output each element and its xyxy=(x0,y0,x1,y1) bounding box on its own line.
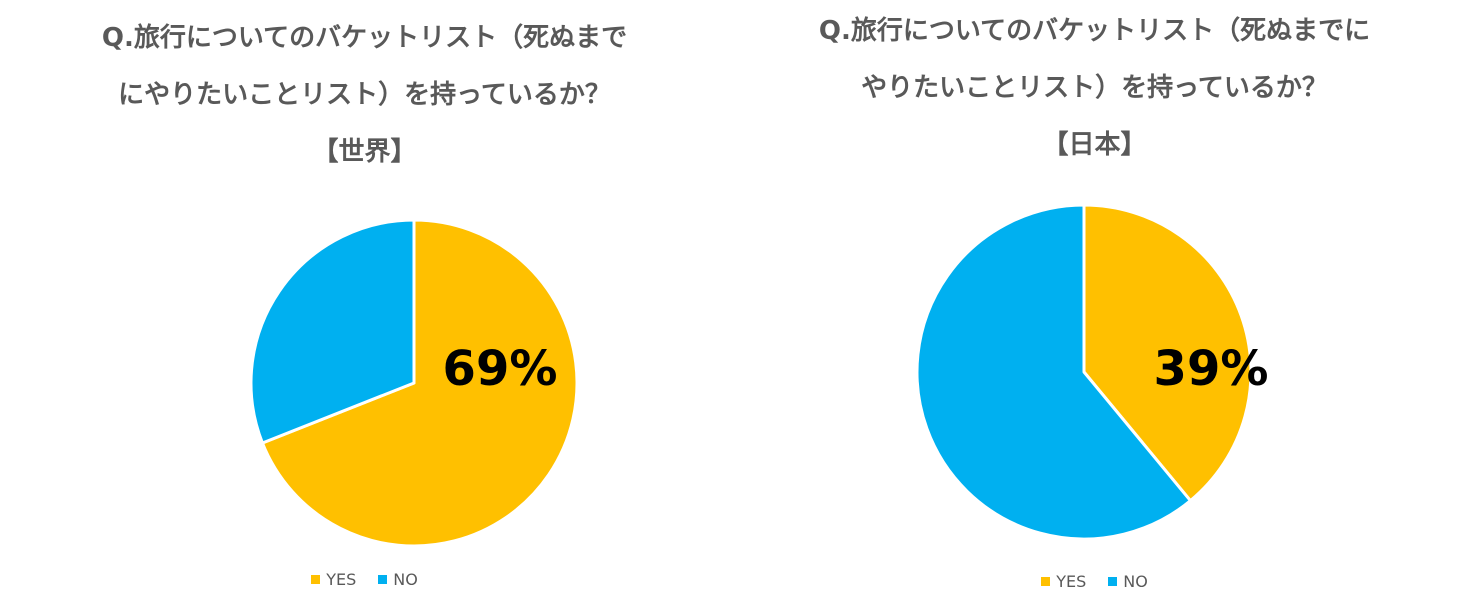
legend-item-yes: YES xyxy=(1041,572,1086,591)
chart-title-line-1: Q.旅行についてのバケットリスト（死ぬまで xyxy=(101,23,628,53)
chart-title-line-3: 【日本】 xyxy=(1042,130,1147,160)
legend: YES NO xyxy=(0,570,729,589)
legend-item-no: NO xyxy=(378,570,418,589)
legend-label-no: NO xyxy=(393,570,418,589)
chart-title: Q.旅行についてのバケットリスト（死ぬまで にやりたいことリスト）を持っているか… xyxy=(0,10,729,181)
data-label-yes: 39% xyxy=(1154,341,1269,397)
legend-item-no: NO xyxy=(1108,572,1148,591)
pie-slice-no xyxy=(915,203,1192,541)
legend-swatch-yes xyxy=(311,575,321,584)
data-label-yes: 69% xyxy=(443,341,558,397)
pie-plot: 69% xyxy=(249,218,579,548)
pie-chart-world: Q.旅行についてのバケットリスト（死ぬまで にやりたいことリスト）を持っているか… xyxy=(0,0,729,603)
chart-title-line-2: にやりたいことリスト）を持っているか？ xyxy=(118,80,611,110)
chart-title-line-2: やりたいことリスト）を持っているか？ xyxy=(861,73,1328,103)
chart-title-line-3: 【世界】 xyxy=(312,137,417,167)
chart-title: Q.旅行についてのバケットリスト（死ぬまでに やりたいことリスト）を持っているか… xyxy=(730,3,1459,174)
legend-swatch-no xyxy=(378,575,388,584)
pie-slice-no xyxy=(249,218,416,445)
legend-label-yes: YES xyxy=(326,570,357,589)
pie-slice-yes xyxy=(260,218,579,548)
legend-swatch-yes xyxy=(1041,577,1051,586)
chart-title-line-1: Q.旅行についてのバケットリスト（死ぬまでに xyxy=(818,16,1371,46)
legend: YES NO xyxy=(730,572,1459,591)
pie-slice-yes xyxy=(1082,203,1253,503)
pie-plot: 39% xyxy=(915,203,1269,541)
pie-chart-japan: Q.旅行についてのバケットリスト（死ぬまでに やりたいことリスト）を持っているか… xyxy=(730,0,1459,603)
legend-swatch-no xyxy=(1108,577,1118,586)
legend-label-yes: YES xyxy=(1056,572,1087,591)
legend-label-no: NO xyxy=(1123,572,1148,591)
legend-item-yes: YES xyxy=(311,570,356,589)
